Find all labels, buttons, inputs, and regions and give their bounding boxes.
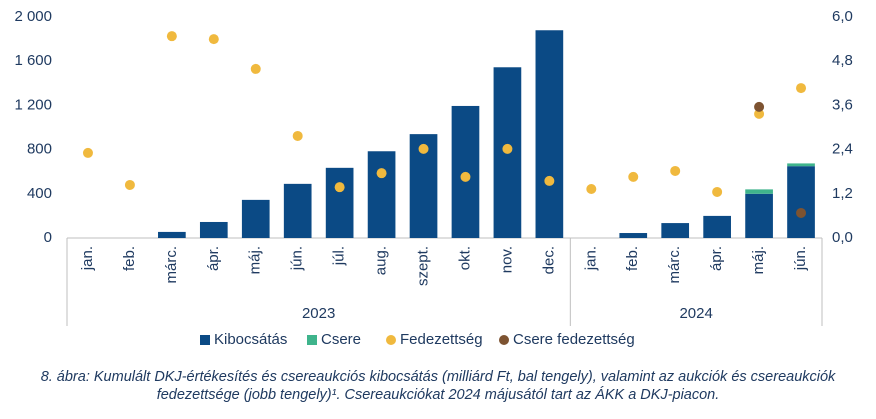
point xyxy=(292,130,303,141)
x-tick-label: feb. xyxy=(624,246,641,271)
point xyxy=(124,179,135,190)
point xyxy=(796,83,807,94)
bar xyxy=(283,183,312,238)
legend-swatch xyxy=(200,335,210,345)
bar xyxy=(661,223,690,238)
y2-tick-label: 3,6 xyxy=(832,96,853,113)
point xyxy=(208,34,219,45)
point xyxy=(334,182,345,193)
legend-swatch xyxy=(386,335,396,345)
legend-label: Csere fedezettség xyxy=(513,331,635,348)
y-tick-label: 1 200 xyxy=(14,96,52,113)
x-tick-label: feb. xyxy=(121,246,138,271)
x-tick-label: dec. xyxy=(540,246,557,274)
x-tick-label: szept. xyxy=(414,246,431,286)
y2-tick-label: 0,0 xyxy=(832,229,853,246)
y-tick-label: 1 600 xyxy=(14,52,52,69)
y-tick-label: 2 000 xyxy=(14,8,52,25)
x-tick-label: jan. xyxy=(582,246,599,271)
legend-label: Csere xyxy=(321,331,361,348)
bar xyxy=(703,215,731,238)
x-tick-label: jún. xyxy=(792,246,809,271)
x-tick-label: okt. xyxy=(456,246,473,270)
point xyxy=(586,184,597,195)
y-tick-label: 800 xyxy=(27,141,52,158)
y2-tick-label: 6,0 xyxy=(832,8,853,25)
x-tick-label: jan. xyxy=(79,246,96,271)
point xyxy=(460,171,471,182)
bar xyxy=(325,167,354,238)
point xyxy=(544,175,555,186)
x-tick-label: nov. xyxy=(498,246,515,273)
point xyxy=(166,31,177,42)
y-tick-label: 400 xyxy=(27,185,52,202)
point xyxy=(502,143,513,154)
x-tick-label: jún. xyxy=(289,246,306,271)
bar xyxy=(745,189,773,194)
caption: 8. ábra: Kumulált DKJ-értékesítés és cse… xyxy=(40,369,836,403)
y-tick-label: 0 xyxy=(44,229,52,246)
point xyxy=(754,108,765,119)
x-tick-label: márc. xyxy=(163,246,180,284)
point xyxy=(82,147,93,158)
bar xyxy=(199,221,228,238)
chart: 0 400 800 1 200 1 600 2 000 0,0 1,2 2,4 3,6 4,8 6,0… xyxy=(14,8,853,348)
group-label: 2023 xyxy=(302,305,335,322)
bar xyxy=(619,233,648,238)
legend-swatch xyxy=(499,335,509,345)
bar xyxy=(787,166,815,238)
bar xyxy=(158,231,186,238)
point xyxy=(796,207,807,218)
y2-tick-label: 2,4 xyxy=(832,141,853,158)
x-tick-label: máj. xyxy=(750,246,767,274)
x-tick-label: máj. xyxy=(247,246,264,274)
bar xyxy=(745,193,773,238)
group-label: 2024 xyxy=(679,305,712,322)
point xyxy=(628,171,639,182)
point xyxy=(670,165,681,176)
x-tick-label: júl. xyxy=(331,246,348,266)
point xyxy=(754,101,765,112)
bar xyxy=(787,163,815,167)
x-tick-label: ápr. xyxy=(708,246,725,271)
x-tick-label: ápr. xyxy=(205,246,222,271)
point xyxy=(712,186,723,197)
point xyxy=(250,63,261,74)
bar xyxy=(241,199,270,238)
bar xyxy=(367,151,396,238)
legend-label: Fedezettség xyxy=(400,331,483,348)
y2-tick-label: 4,8 xyxy=(832,52,853,69)
legend-swatch xyxy=(307,335,317,345)
x-tick-label: márc. xyxy=(666,246,683,284)
bar xyxy=(535,30,564,239)
point xyxy=(376,168,387,179)
y2-tick-label: 1,2 xyxy=(832,185,853,202)
point xyxy=(418,143,429,154)
x-tick-label: aug. xyxy=(373,246,390,275)
legend-label: Kibocsátás xyxy=(214,331,287,348)
